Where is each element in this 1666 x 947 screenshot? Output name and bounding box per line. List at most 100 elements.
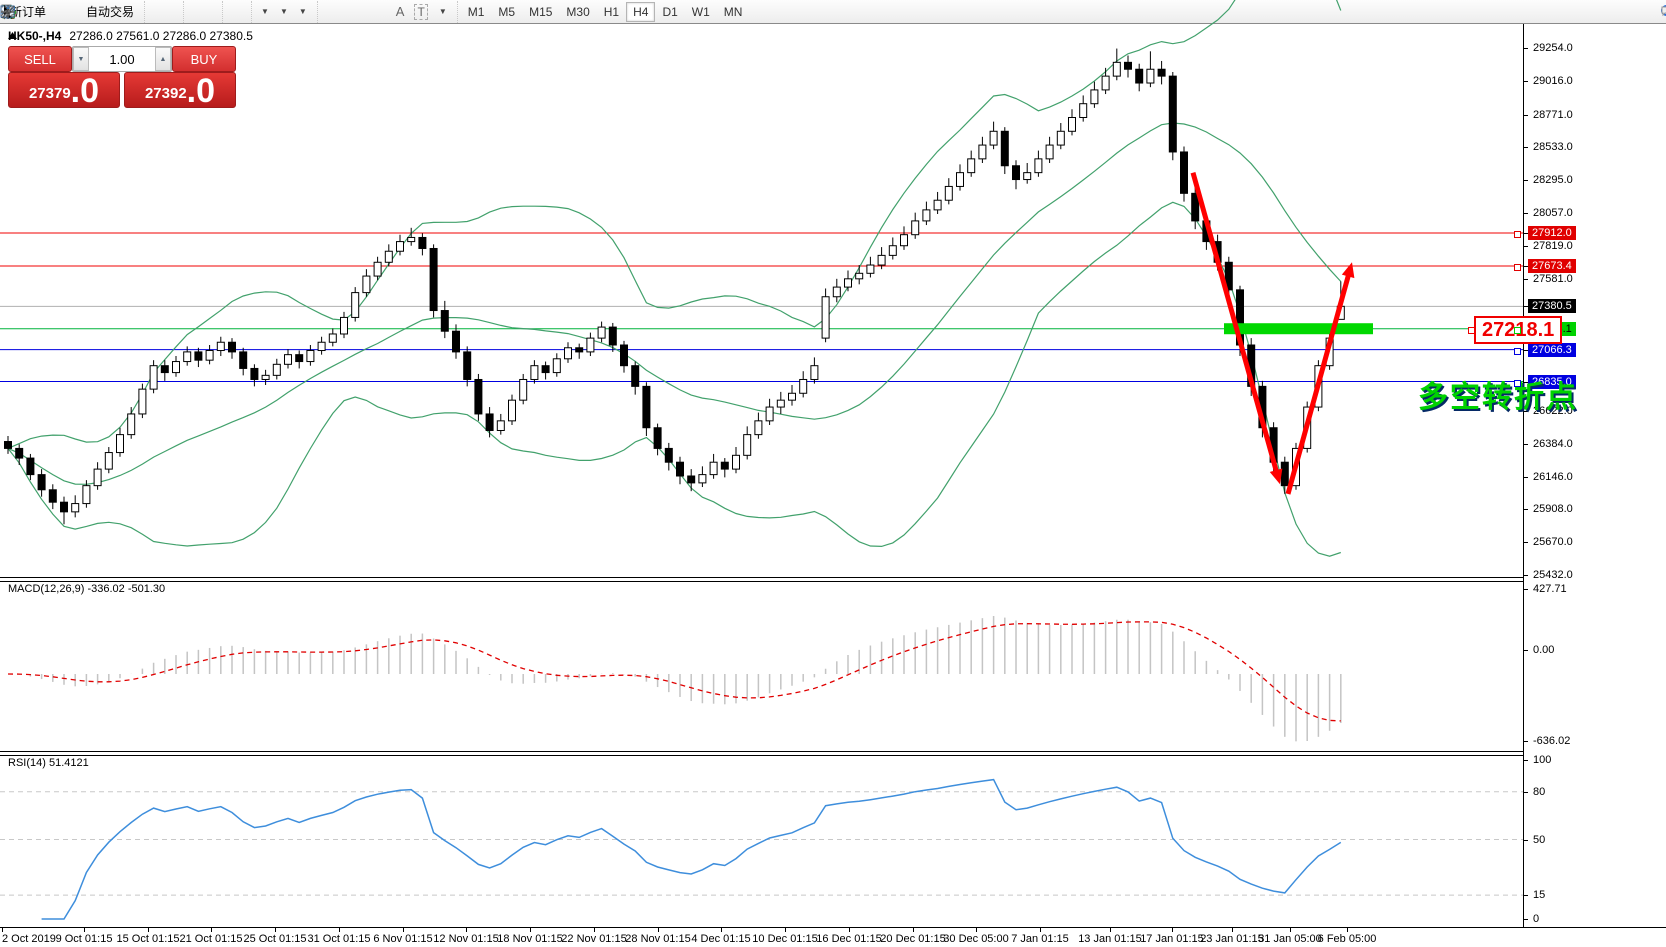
- line-chart-button[interactable]: [0, 1, 178, 23]
- down-trend-arrow[interactable]: [1190, 171, 1283, 485]
- level-price-label[interactable]: 26835.0: [1528, 374, 1576, 389]
- text-label-button[interactable]: T: [409, 1, 432, 23]
- candle: [160, 360, 169, 381]
- time-axis-tick: [1290, 928, 1291, 932]
- trendline-button[interactable]: [1, 1, 371, 23]
- level-price-label[interactable]: 27066.3: [1528, 342, 1576, 357]
- time-axis-tick: [913, 928, 914, 932]
- candle: [1101, 67, 1110, 95]
- signals-button[interactable]: [1, 1, 81, 23]
- cursor-button[interactable]: [4, 1, 331, 23]
- timeframe-button-m15[interactable]: M15: [529, 4, 553, 19]
- candle: [944, 178, 953, 205]
- fibonacci-icon: F: [1, 6, 15, 21]
- timeframe-button-h4[interactable]: H4: [626, 1, 656, 22]
- candle: [709, 453, 718, 479]
- volume-value[interactable]: 1.00: [109, 51, 135, 67]
- price-tick-label: 25670.0: [1533, 536, 1573, 549]
- chat-icon[interactable]: [1660, 4, 1666, 20]
- candle: [183, 346, 192, 366]
- crosshair-button[interactable]: [1, 1, 341, 23]
- time-axis-label: 16 Dec 01:15: [816, 933, 882, 945]
- volume-decrease-button[interactable]: ▼: [73, 47, 89, 71]
- equidistant-channel-button[interactable]: E: [0, 1, 381, 23]
- timeframe-button-d1[interactable]: D1: [662, 4, 678, 19]
- macd-tick-label: 0.00: [1533, 644, 1555, 656]
- panel-separator[interactable]: [0, 751, 1523, 756]
- level-price-label[interactable]: 27673.4: [1528, 258, 1576, 273]
- candle: [396, 234, 404, 256]
- level-price-label[interactable]: 27912.0: [1528, 226, 1576, 241]
- timeframe-button-mn[interactable]: MN: [723, 4, 743, 19]
- templates-button[interactable]: ▼: [0, 1, 312, 23]
- timeframe-button-m1[interactable]: M1: [467, 4, 485, 19]
- volume-increase-button[interactable]: ▲: [155, 47, 171, 71]
- buy-price-display[interactable]: 27392.0: [124, 72, 236, 108]
- candle: [877, 247, 886, 270]
- candle: [575, 343, 584, 359]
- timeframe-button-h1[interactable]: H1: [603, 4, 620, 19]
- rsi-panel[interactable]: [0, 754, 1523, 927]
- sell-price-display[interactable]: 27379.0: [8, 72, 120, 108]
- candle: [93, 462, 102, 490]
- line-drag-handle[interactable]: [1514, 347, 1521, 355]
- time-axis-label: 31 Oct 01:15: [307, 933, 371, 945]
- rsi-tick-label: 0: [1533, 913, 1540, 925]
- zoom-out-button[interactable]: [1, 1, 207, 23]
- up-trend-arrow[interactable]: [1285, 262, 1355, 495]
- bollinger-upper-band: [7, 0, 1342, 449]
- text-tool-button[interactable]: A: [391, 1, 410, 23]
- new-chart-button[interactable]: ▼: [1, 1, 274, 23]
- line-drag-handle[interactable]: [1514, 379, 1521, 387]
- price-tick-label: 27581.0: [1533, 272, 1573, 285]
- timeframe-button-m5[interactable]: M5: [498, 4, 516, 19]
- market-watch-button[interactable]: [0, 1, 71, 23]
- candle: [127, 407, 136, 439]
- vertical-line-button[interactable]: [7, 1, 351, 23]
- auto-scroll-button[interactable]: [1, 1, 236, 23]
- price-axis[interactable]: 29254.0 29016.0 28771.0 28533.0 28295.0 28057…: [1524, 24, 1666, 927]
- axis-tick: [1524, 741, 1528, 742]
- line-drag-handle[interactable]: [1514, 326, 1521, 334]
- chart-shift-button[interactable]: [2, 1, 246, 23]
- rsi-indicator-label: RSI(14) 51.4121: [8, 757, 89, 769]
- timeframe-button-m30[interactable]: M30: [566, 4, 590, 19]
- turning-point-annotation[interactable]: 多空转折点: [1418, 381, 1578, 414]
- time-axis-tick: [1232, 928, 1233, 932]
- sell-button[interactable]: SELL: [8, 46, 72, 72]
- auto-trading-button[interactable]: 自动交易: [0, 1, 139, 23]
- axis-tick: [1524, 233, 1528, 235]
- fibonacci-button[interactable]: F: [1, 1, 391, 23]
- candle: [340, 311, 348, 339]
- time-axis[interactable]: 2 Oct 2019 9 Oct 01:15 15 Oct 01:15 21 Oct …: [0, 927, 1666, 947]
- candle: [1023, 162, 1032, 184]
- macd-panel[interactable]: [0, 580, 1523, 751]
- candle: [104, 447, 113, 474]
- time-axis-tick: [1172, 928, 1173, 932]
- buy-button[interactable]: BUY: [172, 46, 236, 72]
- callout-drag-handle[interactable]: [1468, 326, 1475, 334]
- main-price-chart[interactable]: [0, 0, 1523, 577]
- price-tick-label: 28057.0: [1533, 207, 1573, 220]
- price-tick-label: 26146.0: [1533, 470, 1573, 483]
- arrows-tool-button[interactable]: ▼: [6, 1, 452, 23]
- periods-button[interactable]: ▼: [1, 1, 293, 23]
- chart-ohlc-values: 27286.0 27561.0 27286.0 27380.5: [69, 29, 253, 43]
- svg-text:E: E: [11, 15, 15, 21]
- chart-title: HK50-,H4 27286.0 27561.0 27286.0 27380.5: [8, 29, 253, 43]
- alerts-button[interactable]: [0, 1, 61, 23]
- line-drag-handle[interactable]: [1514, 231, 1521, 239]
- tile-windows-button[interactable]: [1, 1, 217, 23]
- candlestick-chart-button[interactable]: [2, 1, 168, 23]
- timeframe-button-w1[interactable]: W1: [691, 4, 710, 19]
- zoom-in-button[interactable]: [1, 1, 197, 23]
- panel-separator[interactable]: [0, 577, 1523, 582]
- line-drag-handle[interactable]: [1514, 263, 1521, 271]
- candle: [922, 201, 931, 226]
- time-axis-label: 17 Jan 01:15: [1140, 933, 1204, 945]
- candle: [732, 447, 740, 474]
- time-axis-label: 30 Dec 05:00: [943, 933, 1009, 945]
- bar-chart-button[interactable]: [2, 1, 158, 23]
- axis-tick: [1524, 575, 1528, 576]
- horizontal-line-button[interactable]: [1, 1, 361, 23]
